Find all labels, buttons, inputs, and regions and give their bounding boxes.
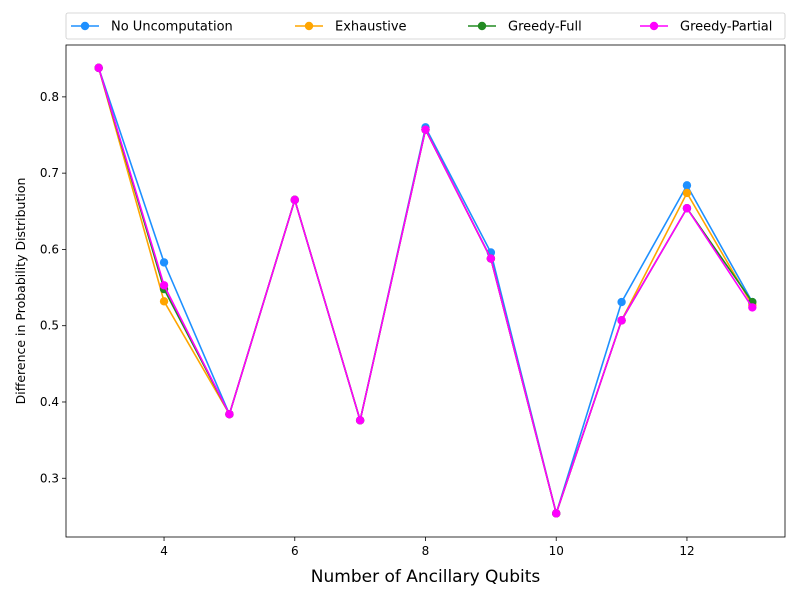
x-tick-label: 4 bbox=[160, 544, 168, 558]
data-point-greedy-partial bbox=[225, 409, 234, 419]
legend-label-no-uncomputation: No Uncomputation bbox=[111, 20, 233, 35]
legend-marker-greedy-partial bbox=[649, 21, 659, 31]
x-tick-label: 6 bbox=[291, 544, 299, 558]
data-point-greedy-partial bbox=[421, 125, 430, 134]
data-point-no-uncomputation bbox=[159, 258, 169, 267]
legend-label-greedy-full: Greedy-Full bbox=[508, 20, 582, 35]
x-tick-label: 12 bbox=[679, 544, 694, 558]
y-tick-label: 0.7 bbox=[40, 166, 59, 180]
x-axis-ticks: 4 6 8 10 12 bbox=[160, 537, 695, 558]
data-point-greedy-partial bbox=[486, 254, 496, 263]
x-axis-label: Number of Ancillary Qubits bbox=[311, 567, 541, 587]
legend-frame bbox=[65, 12, 786, 40]
legend: No Uncomputation Exhaustive Greedy-Full Gre… bbox=[65, 12, 786, 40]
data-point-exhaustive bbox=[682, 188, 692, 198]
series-layer bbox=[94, 63, 757, 518]
legend-label-exhaustive: Exhaustive bbox=[335, 20, 407, 35]
legend-marker-exhaustive bbox=[304, 21, 314, 31]
y-tick-label: 0.5 bbox=[40, 319, 59, 333]
data-point-greedy-partial bbox=[748, 303, 757, 312]
y-tick-label: 0.4 bbox=[40, 395, 59, 409]
data-point-no-uncomputation bbox=[617, 297, 626, 307]
data-point-greedy-partial bbox=[355, 416, 365, 425]
legend-marker-greedy-full bbox=[477, 21, 487, 31]
y-tick-label: 0.6 bbox=[40, 242, 59, 256]
y-axis-label: Difference in Probability Distribution bbox=[13, 178, 28, 405]
plot-background bbox=[66, 45, 785, 537]
data-point-exhaustive bbox=[159, 297, 169, 306]
y-axis-ticks: 0.3 0.4 0.5 0.6 0.7 0.8 bbox=[40, 90, 66, 485]
data-point-greedy-partial bbox=[94, 63, 103, 73]
y-tick-label: 0.3 bbox=[40, 471, 59, 485]
y-tick-label: 0.8 bbox=[40, 90, 59, 104]
x-tick-label: 8 bbox=[422, 544, 430, 558]
x-tick-label: 10 bbox=[549, 544, 564, 558]
data-point-greedy-partial bbox=[552, 509, 561, 518]
legend-marker-no-uncomputation bbox=[80, 21, 90, 31]
data-point-greedy-partial bbox=[159, 281, 169, 290]
data-point-greedy-partial bbox=[290, 195, 299, 205]
legend-label-greedy-partial: Greedy-Partial bbox=[680, 20, 772, 35]
data-point-greedy-partial bbox=[682, 204, 692, 213]
data-point-no-uncomputation bbox=[682, 181, 692, 190]
data-point-greedy-partial bbox=[617, 316, 626, 325]
